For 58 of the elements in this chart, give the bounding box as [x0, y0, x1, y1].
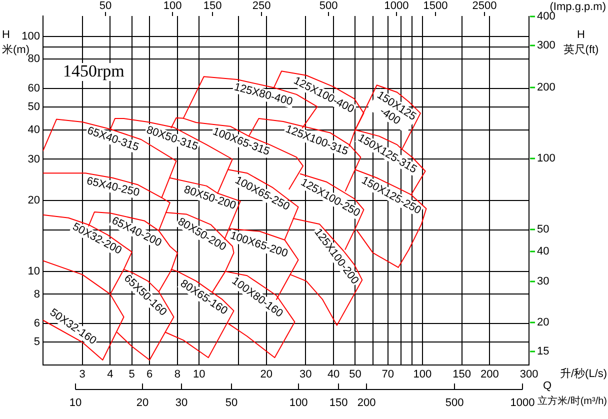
x-tick-label: 100 — [413, 368, 432, 381]
x-tick-label: 3 — [79, 368, 86, 381]
text: 150 — [203, 0, 222, 12]
text: 30 — [175, 397, 188, 410]
text: 15 — [537, 346, 550, 358]
text: Q — [543, 380, 552, 392]
x-tick-label: 10 — [192, 368, 206, 381]
x-tick-label: 8 — [174, 368, 181, 381]
y-tick-label: 30 — [28, 153, 40, 166]
x-tick-label: 300 — [520, 368, 538, 381]
x-tick-label: 5 — [128, 368, 135, 381]
text: 50 — [537, 224, 550, 236]
text: 100 — [163, 0, 182, 12]
text: 1000 — [384, 0, 409, 12]
text: 2500 — [472, 0, 497, 12]
text: 1450rpm — [63, 61, 124, 80]
y-tick-label: 80 — [28, 53, 40, 66]
x-tick-label: 70 — [382, 368, 394, 381]
x-tick-label: 40 — [327, 368, 340, 381]
text: 500 — [445, 397, 464, 410]
text: 40 — [537, 246, 550, 258]
text: 50 — [99, 0, 112, 12]
x-axis-title: 升/秒(L/s) — [560, 367, 608, 380]
x-tick-label: 200 — [480, 368, 499, 381]
x-tick-label: 150 — [452, 368, 471, 381]
text: 30 — [537, 276, 550, 288]
y-tick-label: 60 — [28, 82, 40, 94]
y-tick-label: 50 — [28, 101, 40, 114]
text: 250 — [252, 0, 271, 12]
y-tick-label: 40 — [28, 124, 40, 136]
x-tick-label: 30 — [300, 368, 312, 381]
y-tick-label: 100 — [22, 30, 40, 42]
text: 20 — [136, 397, 149, 410]
text: 1000 — [510, 397, 535, 410]
x2-axis-title: (Imp.g.p.m) — [550, 1, 606, 14]
text: 150 — [329, 397, 348, 410]
text: 立方米/时(m³/h) — [538, 394, 607, 407]
y-tick-label: 10 — [28, 265, 40, 278]
y-tick-label: 8 — [34, 288, 40, 300]
y-tick-label: 20 — [28, 194, 40, 207]
x-tick-label: 20 — [260, 368, 272, 381]
text: 1500 — [423, 0, 448, 12]
text: 20 — [537, 316, 550, 329]
y-tick-label: 6 — [34, 318, 40, 330]
x-tick-label: 4 — [107, 368, 114, 381]
text: 100 — [289, 397, 308, 410]
text: 300 — [537, 40, 556, 52]
text: 100 — [537, 152, 556, 165]
text: 50 — [225, 397, 238, 410]
text: 400 — [537, 10, 556, 23]
x-tick-label: 6 — [146, 368, 153, 381]
text: 200 — [537, 82, 556, 94]
text: 200 — [357, 397, 376, 410]
x-tick-label: 50 — [349, 368, 362, 381]
text: 10 — [69, 397, 82, 410]
text: 500 — [319, 0, 338, 12]
y-tick-label: 5 — [34, 336, 40, 348]
y2-axis-title: H 英尺(ft) — [563, 29, 599, 56]
